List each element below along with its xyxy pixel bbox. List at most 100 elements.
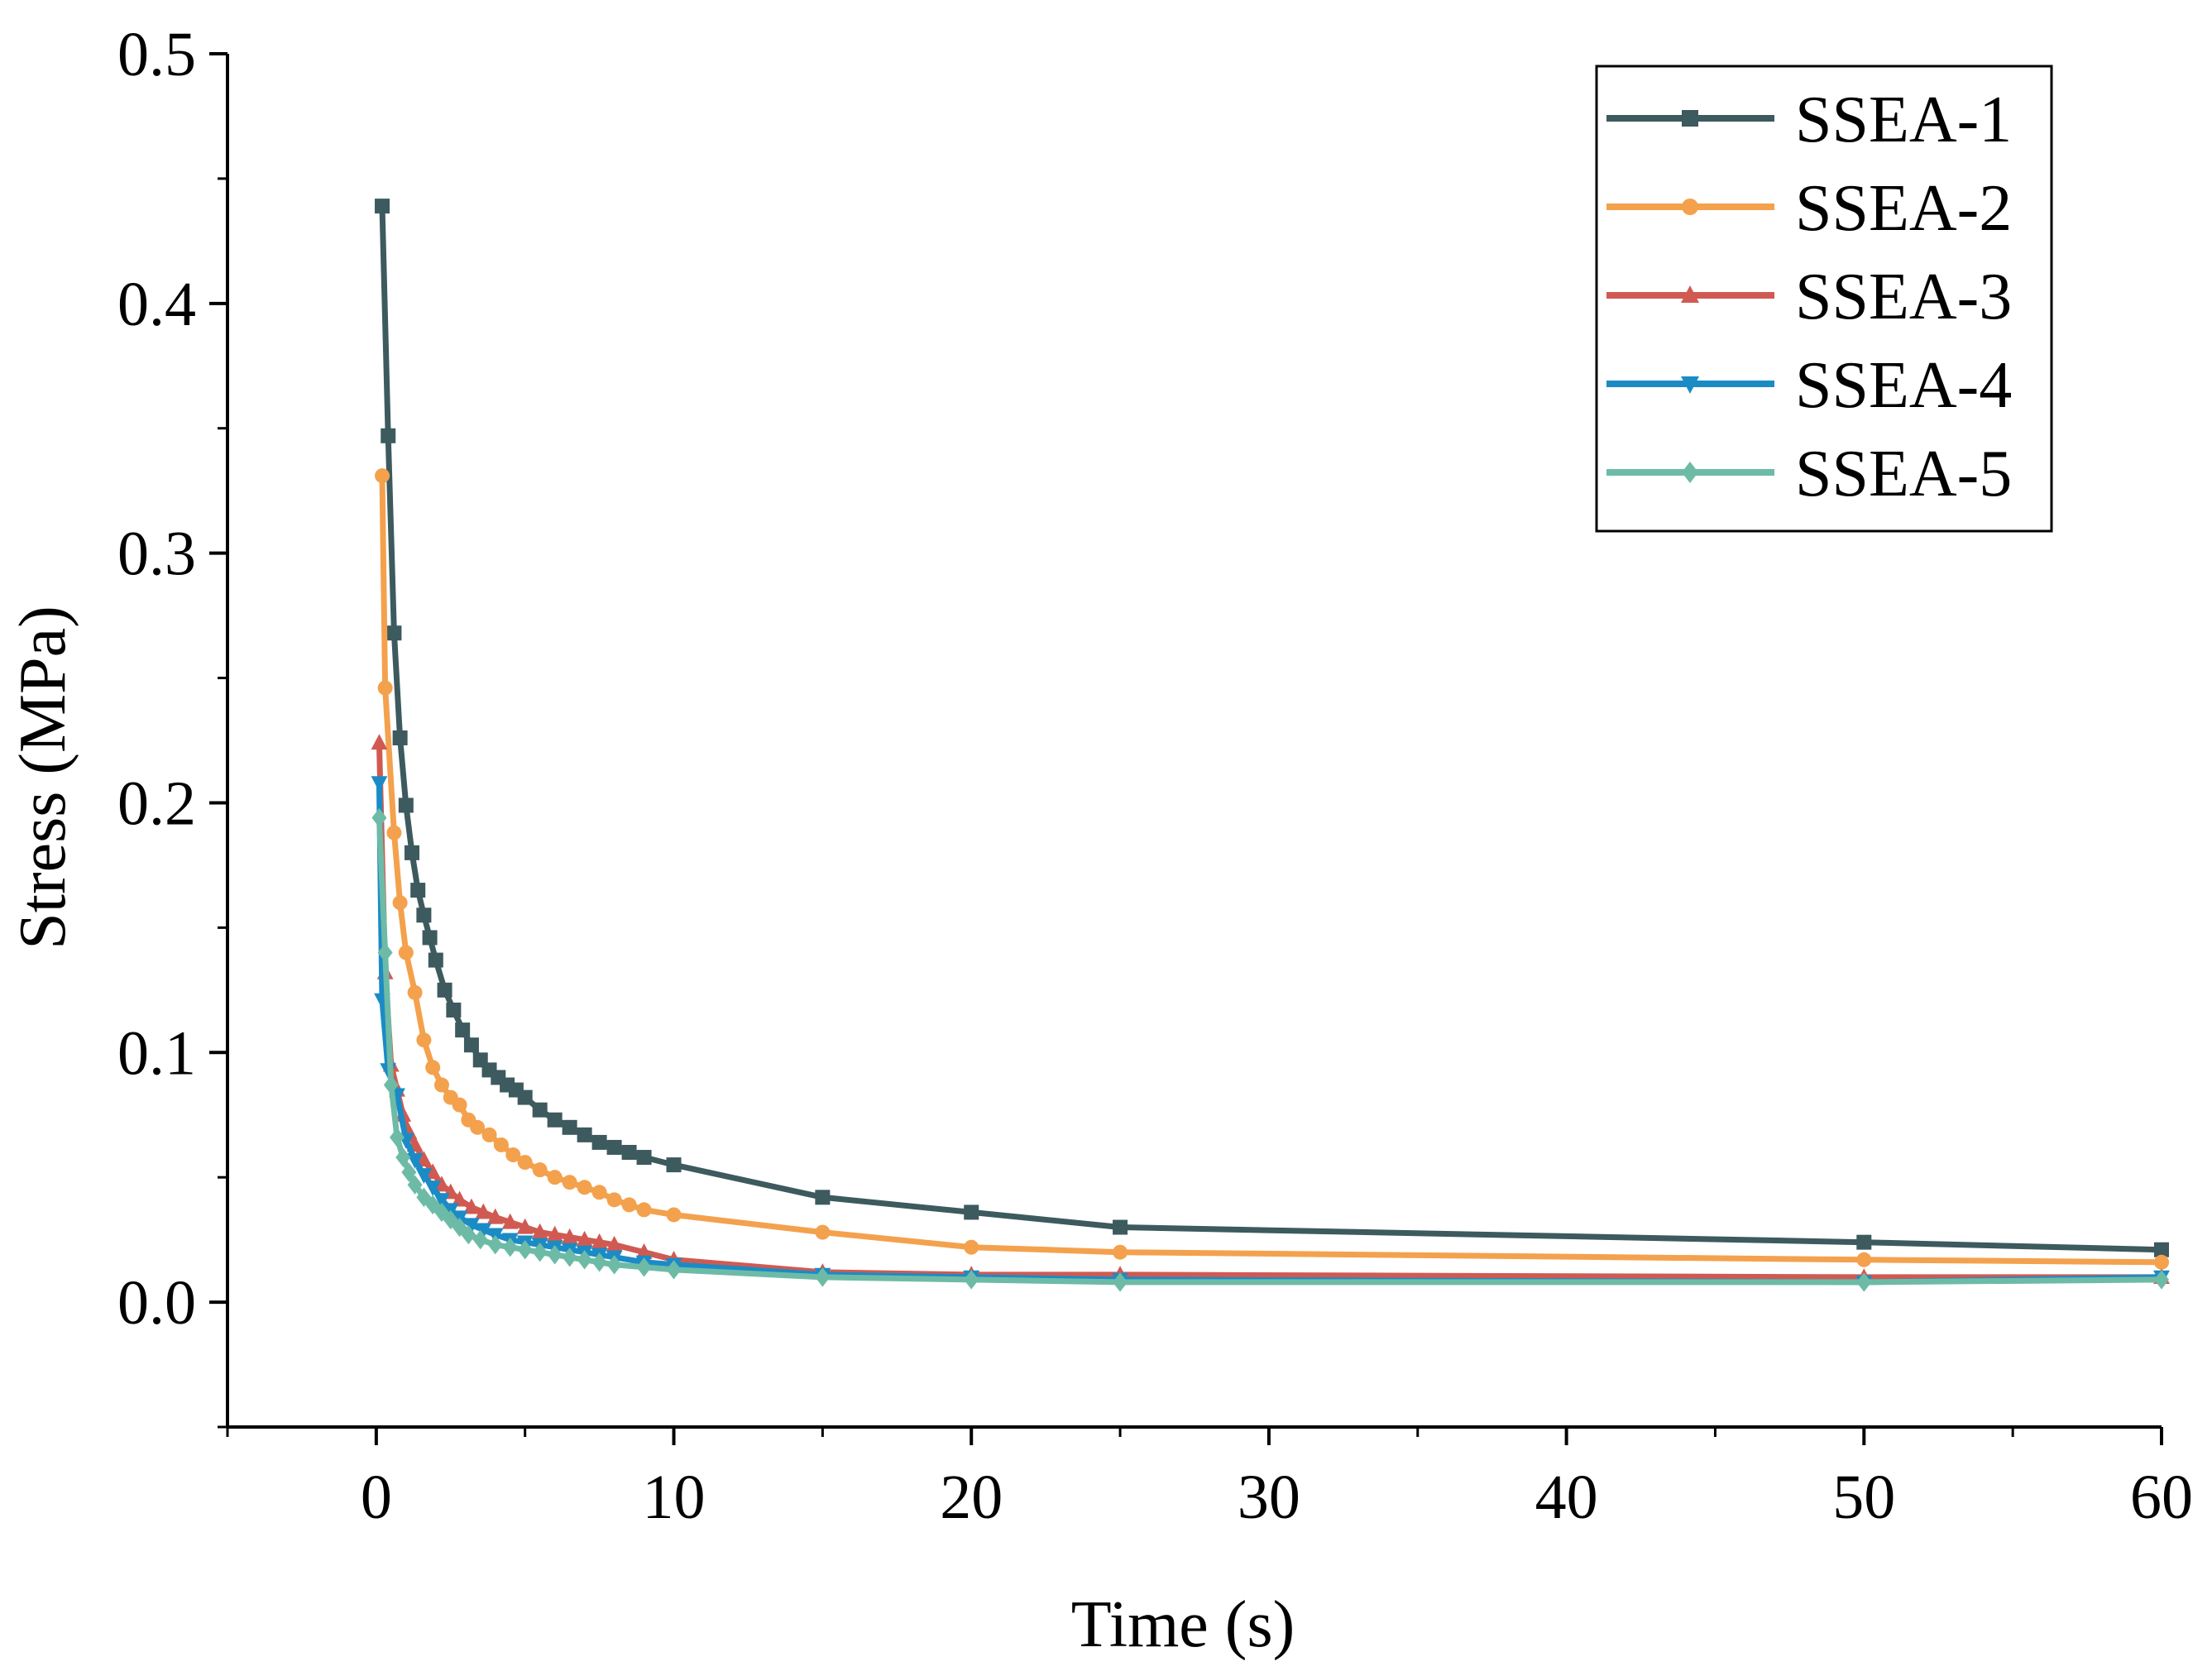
data-point [591,1134,607,1150]
data-point [406,1152,424,1169]
data-point [606,1235,623,1252]
data-point [392,730,408,745]
data-point [371,776,388,793]
data-point [635,1243,653,1259]
series-ssea-3 [371,734,2170,1285]
data-point [371,734,388,750]
data-point [390,1128,405,1147]
legend-marker [1681,285,1699,303]
data-point [815,1190,831,1205]
data-point [2154,1242,2169,1257]
series-ssea-2 [375,468,2169,1270]
data-point [532,1102,548,1118]
legend-label: SSEA-5 [1795,438,2012,510]
data-point [561,1228,578,1244]
data-point [502,1237,518,1257]
data-point [422,930,438,946]
data-point [547,1245,563,1265]
data-point [451,1190,468,1207]
data-point [964,1270,979,1290]
legend: SSEA-1 SSEA-2 SSEA-3 SSEA-4 SSEA-5 [1595,65,2053,533]
y-tick-label: 0.0 [117,1268,196,1338]
data-point [964,1239,979,1255]
data-point [433,1176,450,1192]
data-point [516,1218,534,1234]
x-tick-label: 40 [1535,1463,1598,1532]
x-axis-title: Time (s) [1071,1588,1295,1661]
series-layer [371,199,2170,1292]
data-point [562,1119,577,1135]
data-point [577,1127,592,1142]
data-point [407,1175,423,1195]
legend-item: SSEA-1 [1606,84,2012,156]
data-point [487,1234,503,1255]
data-point [964,1204,979,1220]
data-point [386,625,402,641]
legend-item: SSEA-4 [1606,349,2012,422]
data-point [666,1260,682,1280]
legend-item: SSEA-2 [1606,172,2012,245]
data-point [546,1225,563,1242]
series-line [379,472,2165,1266]
data-point [437,982,452,998]
data-point [517,1240,533,1260]
x-tick-label: 50 [1832,1463,1895,1532]
data-point [606,1192,622,1208]
y-tick-label: 0.1 [117,1018,196,1088]
legend-label: SSEA-4 [1795,349,2012,422]
data-point [517,1155,533,1171]
data-point [463,1198,480,1214]
data-point [591,1252,607,1272]
x-tick-label: 0 [361,1463,392,1532]
data-point [636,1150,652,1166]
data-point [375,199,390,214]
data-point [606,1255,622,1275]
data-point [815,1267,831,1287]
data-point [636,1202,652,1218]
data-point [475,1223,492,1239]
legend-marker [1682,462,1698,483]
data-point [2154,1270,2169,1290]
data-point [416,907,432,923]
y-tick-label: 0.5 [117,20,196,89]
data-point [1113,1244,1128,1260]
data-point [666,1207,682,1223]
data-point [381,428,396,443]
data-point [531,1223,548,1239]
data-point [377,680,393,696]
data-point [562,1247,577,1267]
x-tick-label: 20 [940,1463,1003,1532]
data-point [1856,1252,1872,1267]
data-point [461,1224,476,1245]
data-point [428,952,443,968]
data-point [375,468,390,484]
data-point [424,1163,442,1180]
data-point [392,895,408,911]
series-line [376,740,2165,1281]
data-point [455,1022,471,1038]
x-tick-label: 10 [643,1463,706,1532]
data-point [562,1175,577,1190]
legend-marker [1681,376,1699,394]
data-point [666,1157,682,1173]
data-point [2154,1254,2169,1270]
data-point [1113,1272,1128,1292]
series-ssea-5 [371,807,2169,1292]
data-point [547,1170,563,1185]
data-point [463,1218,480,1234]
data-point [517,1089,533,1105]
ticks: 0 10 20 30 40 50 60 0.0 0.1 0.2 0.3 0.4 0.5 [117,20,2193,1532]
data-point [547,1112,563,1128]
data-point [493,1137,509,1152]
data-point [463,1037,479,1053]
axes [226,54,2162,1429]
data-point [501,1213,519,1229]
data-point [621,1145,637,1160]
data-point [446,1002,462,1018]
data-point [636,1257,652,1277]
data-point [621,1197,637,1213]
y-tick-label: 0.4 [117,270,196,339]
data-point [470,1119,486,1135]
